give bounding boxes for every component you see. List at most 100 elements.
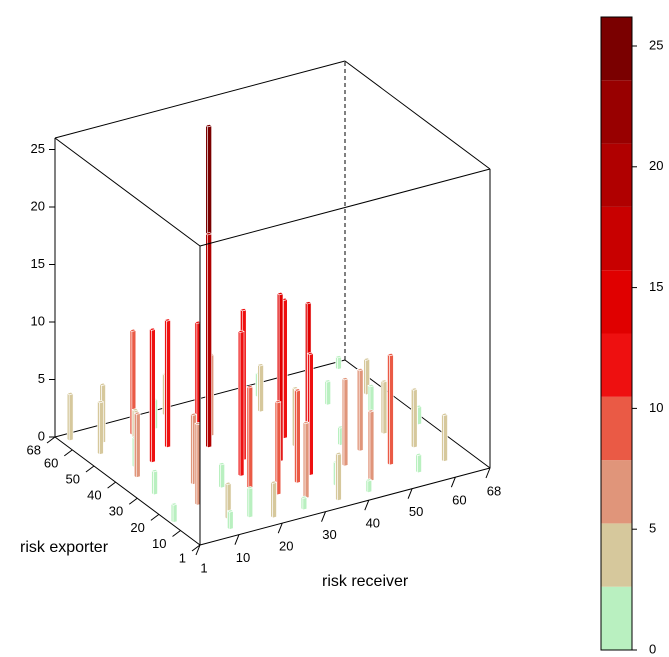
bar: [293, 388, 301, 484]
bar-top: [341, 377, 349, 381]
box-edge: [54, 436, 201, 546]
box-back: [54, 61, 491, 469]
bar: [440, 412, 449, 463]
z-tick-label: 20: [31, 198, 45, 213]
bar-face: [68, 393, 74, 442]
colorbar-tick-label: 20: [649, 158, 663, 173]
bar-top: [415, 452, 423, 456]
colorbar-segment: [601, 80, 632, 144]
y-tick-label: 68: [27, 442, 41, 457]
bar-face: [417, 454, 422, 474]
x-axis-title: risk receiver: [322, 573, 409, 590]
colorbar-tick-label: 0: [649, 641, 656, 656]
bar-face: [367, 479, 373, 494]
y-tick: [46, 436, 56, 444]
y-tick-label: 40: [87, 488, 101, 503]
bar-top: [257, 363, 265, 367]
bar: [96, 400, 105, 456]
bar-top: [380, 379, 388, 383]
bar-face: [343, 378, 349, 467]
bar-top: [367, 383, 375, 388]
bar: [170, 502, 178, 524]
bar-top: [163, 318, 172, 322]
bar: [334, 451, 343, 502]
bar-top: [148, 327, 156, 331]
x-tick-label: 40: [366, 516, 380, 531]
colorbar-tick-label: 25: [649, 37, 663, 52]
bar: [148, 327, 156, 464]
bar-top: [410, 387, 418, 391]
x-tick: [407, 488, 413, 499]
bar-face: [337, 356, 342, 370]
y-tick-label: 30: [109, 504, 123, 519]
x-tick-label: 1: [200, 560, 207, 575]
bar-top: [99, 382, 107, 386]
bar-face: [276, 401, 282, 496]
bar: [226, 509, 234, 531]
bar-top: [334, 355, 343, 359]
z-tick-label: 10: [31, 313, 45, 328]
bar-top: [226, 509, 234, 513]
bar: [246, 486, 254, 519]
x-tick: [195, 544, 201, 556]
y-tick: [85, 465, 95, 473]
bar: [205, 232, 213, 449]
bar-face: [151, 329, 156, 464]
bar: [163, 318, 172, 449]
bar-top: [170, 502, 178, 506]
colorbar-tick-label: 5: [649, 521, 656, 536]
bar-top: [365, 478, 373, 482]
bar: [133, 411, 141, 479]
bar-face: [326, 380, 331, 406]
bar-face: [136, 412, 141, 478]
bar-top: [237, 329, 245, 333]
bar-face: [309, 353, 314, 476]
box-edge: [54, 137, 201, 247]
bar-top: [306, 351, 315, 355]
bar: [356, 367, 364, 452]
z-tick-label: 15: [31, 256, 45, 271]
bar: [415, 452, 423, 474]
bar-face: [166, 319, 171, 449]
bar-top: [205, 124, 213, 128]
bar-top: [246, 385, 254, 389]
y-tick-label: 10: [152, 536, 166, 551]
bar-top: [66, 391, 74, 396]
bar-face: [389, 354, 394, 466]
bar-top: [239, 308, 247, 312]
bar-face: [369, 410, 375, 482]
bar-top: [356, 367, 364, 372]
z-tick-label: 25: [31, 141, 45, 156]
bar: [367, 409, 375, 482]
bar: [237, 329, 245, 477]
bar-face: [302, 497, 308, 511]
bar-top: [150, 469, 159, 473]
bar-face: [239, 331, 245, 477]
x-tick: [450, 477, 456, 488]
bar-face: [296, 389, 301, 484]
colorbar-segment: [601, 206, 632, 271]
bar: [270, 480, 278, 519]
bar-top: [224, 481, 232, 485]
bar: [324, 379, 332, 406]
x-tick: [364, 499, 370, 511]
bar-face: [283, 299, 288, 439]
bar-top: [300, 495, 308, 499]
x-tick-label: 20: [279, 539, 293, 554]
bar-face: [153, 470, 158, 496]
x-tick-label: 68: [487, 483, 501, 498]
y-tick-label: 20: [130, 520, 144, 535]
x-tick: [321, 511, 326, 522]
box-edge: [199, 467, 491, 546]
bar-face: [259, 364, 264, 413]
bar-top: [304, 301, 312, 305]
y-tick: [172, 530, 181, 537]
x-tick: [234, 534, 240, 545]
x-tick-label: 50: [409, 504, 423, 519]
bar-face: [382, 380, 388, 435]
bar: [410, 387, 418, 449]
bars: [66, 124, 449, 531]
bar: [66, 391, 74, 442]
bar-face: [99, 401, 104, 455]
y-tick-label: 50: [65, 471, 79, 486]
